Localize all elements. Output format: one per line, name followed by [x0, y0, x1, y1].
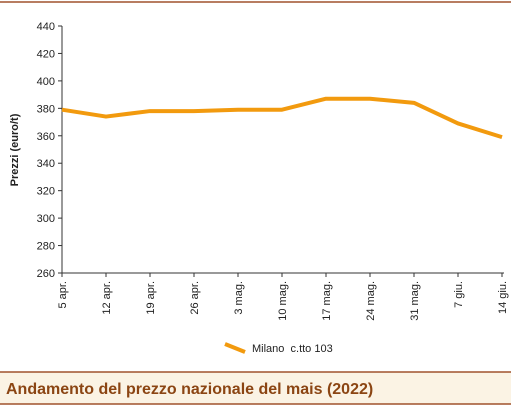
x-tick-label: 12 apr.: [101, 281, 113, 315]
line: [61, 96, 503, 140]
y-tick-label: 420: [37, 48, 55, 60]
x-tick-label: 26 apr.: [189, 281, 201, 315]
x-tick-label: 19 apr.: [145, 281, 157, 315]
y-tick-label: 360: [37, 131, 55, 143]
y-tick-label: 400: [37, 76, 55, 88]
x-tick-label: 3 mag.: [233, 281, 245, 315]
x-tick-label: 24 mag.: [365, 281, 377, 321]
y-tick-label: 440: [37, 21, 55, 33]
y-tick-label: 320: [37, 186, 55, 198]
x-tick-label: 5 apr.: [57, 281, 69, 309]
x-tick-label: 17 mag.: [321, 281, 333, 321]
footer-band: [0, 372, 511, 404]
y-tick-label: 280: [37, 241, 55, 253]
y-tick-label: 380: [37, 103, 55, 115]
x-tick-label: 7 giu.: [453, 281, 465, 308]
x-tick-label: 14 giu.: [497, 281, 509, 314]
y-tick-label: 260: [37, 268, 55, 280]
x-tick-label: 10 mag.: [277, 281, 289, 321]
x-tick-label: 31 mag.: [409, 281, 421, 321]
legend-swatch: [224, 342, 246, 354]
y-tick-label: 300: [37, 213, 55, 225]
chart-title: Andamento del prezzo nazionale del mais …: [6, 381, 373, 398]
y-axis-label: Prezzi (euro/t): [9, 113, 21, 186]
y-tick-label: 340: [37, 158, 55, 170]
legend-label: Milano c.tto 103: [252, 343, 333, 355]
